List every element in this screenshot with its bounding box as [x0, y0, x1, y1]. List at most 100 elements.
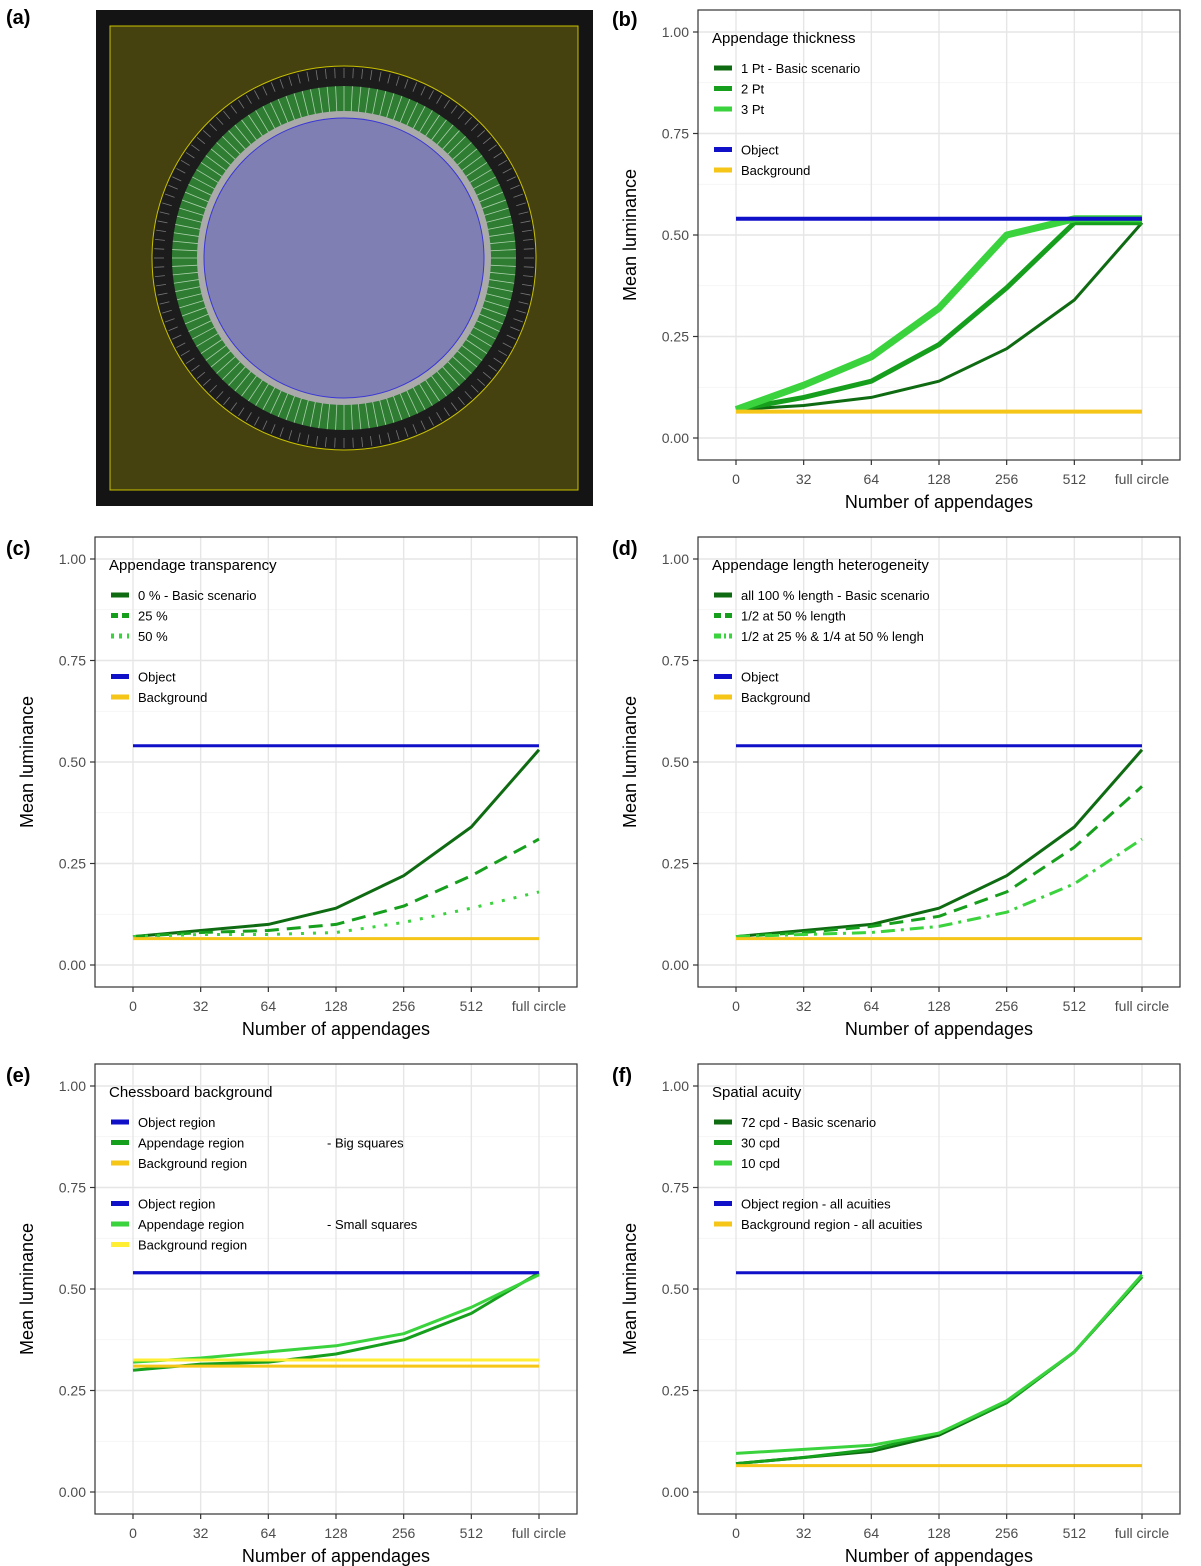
ring-tick [506, 176, 516, 182]
appendage-line [234, 124, 252, 146]
appendage-line [293, 397, 303, 423]
ring-tick [513, 318, 524, 323]
ring-tick [297, 432, 301, 443]
appendage-line [418, 383, 433, 406]
ring-tick [164, 318, 175, 323]
appendage-line [248, 379, 264, 402]
y-tick-label: 0.75 [59, 653, 86, 669]
appendage-line [196, 332, 219, 347]
ring-tick [506, 334, 516, 340]
y-tick-label: 0.50 [662, 754, 689, 770]
ring-tick [245, 94, 252, 104]
appendage-line [372, 89, 378, 115]
legend-item-label: all 100 % length - Basic scenario [741, 588, 930, 603]
x-axis-label: Number of appendages [242, 1546, 430, 1566]
appendage-line [241, 375, 258, 397]
ring-tick [443, 407, 450, 417]
x-tick-label: 512 [1063, 1525, 1087, 1541]
ring-tick [180, 159, 190, 166]
ring-tick [216, 116, 224, 125]
appendage-line [222, 136, 242, 156]
appendage-line [446, 360, 466, 380]
ring-tick [370, 69, 373, 81]
appendage-line [469, 169, 492, 184]
appendage-line [184, 313, 210, 325]
series-lines [734, 215, 1144, 414]
series-lines [132, 1271, 540, 1372]
ring-tick [523, 275, 534, 278]
appendage-line [379, 91, 387, 117]
x-tick-label: 128 [927, 471, 951, 487]
ring-tick [315, 69, 318, 81]
ring-tick [159, 301, 170, 305]
appendage-line [430, 375, 447, 397]
panel-a-illustration: (a) [6, 7, 593, 506]
ring-tick [498, 350, 508, 357]
x-axis-label: Number of appendages [845, 1019, 1033, 1039]
appendage-line [181, 306, 207, 317]
appendage-line [326, 403, 331, 430]
appendage-line [489, 271, 516, 276]
ring-tick [209, 123, 218, 132]
appendage-line [326, 86, 331, 113]
appendage-line [461, 155, 483, 172]
appendage-line [472, 326, 496, 340]
appendage-line [241, 119, 258, 141]
appendage-line [441, 130, 460, 151]
appendage-line [357, 86, 362, 113]
x-tick-label: 0 [732, 1525, 740, 1541]
legend-item-label: Background [741, 163, 810, 178]
ring-tick [502, 342, 512, 348]
ring-tick [185, 357, 195, 364]
ring-tick [230, 402, 238, 411]
x-tick-label: full circle [1115, 998, 1170, 1014]
legend: Spatial acuity 72 cpd - Basic scenario 30 … [712, 1084, 923, 1232]
appendage-line [228, 130, 247, 151]
legend-item-label: Appendage region [138, 1136, 244, 1151]
legend-item-label: Object [741, 670, 779, 685]
appendage-line [301, 399, 309, 425]
appendage-line [172, 264, 199, 267]
ring-tick [498, 159, 508, 166]
appendage-line [172, 271, 199, 276]
legend-item-label: 3 Pt [741, 102, 765, 117]
ring-tick [288, 430, 293, 440]
legend: Appendage length heterogeneity all 100 % … [712, 557, 930, 705]
x-tick-label: 64 [864, 471, 880, 487]
appendage-line [177, 293, 203, 301]
ring-tick [502, 168, 512, 174]
ring-tick [520, 292, 531, 296]
ring-tick [428, 416, 434, 426]
ring-tick [523, 238, 534, 241]
x-tick-label: 64 [261, 1525, 277, 1541]
ring-tick [521, 284, 533, 287]
legend-item-label: 0 % - Basic scenario [138, 588, 257, 603]
series-line-0 [132, 748, 541, 939]
x-tick-label: 64 [864, 998, 880, 1014]
appendage-line [262, 106, 276, 130]
y-tick-label: 0.50 [59, 754, 86, 770]
appendage-line [173, 279, 200, 284]
appendage-line [451, 142, 472, 161]
y-tick-label: 0.25 [59, 856, 86, 872]
ring-tick [482, 137, 492, 145]
appendage-line [248, 114, 264, 137]
x-tick-label: 0 [732, 998, 740, 1014]
ring-tick [436, 94, 443, 104]
ring-tick [238, 99, 245, 109]
ring-tick [230, 105, 238, 114]
appendage-line [399, 392, 411, 418]
ring-tick [164, 193, 175, 198]
appendage-line [234, 370, 252, 392]
ring-tick [516, 202, 526, 207]
ring-tick [518, 301, 529, 305]
panel-label: (e) [6, 1065, 30, 1087]
y-axis-label: Mean luminance [17, 1223, 37, 1355]
ring-tick [482, 371, 492, 379]
ring-tick [464, 116, 472, 125]
legend-item-label: 30 cpd [741, 1136, 780, 1151]
appendage-line [481, 199, 507, 210]
series-line-0 [735, 748, 1144, 939]
ring-tick [202, 130, 211, 138]
